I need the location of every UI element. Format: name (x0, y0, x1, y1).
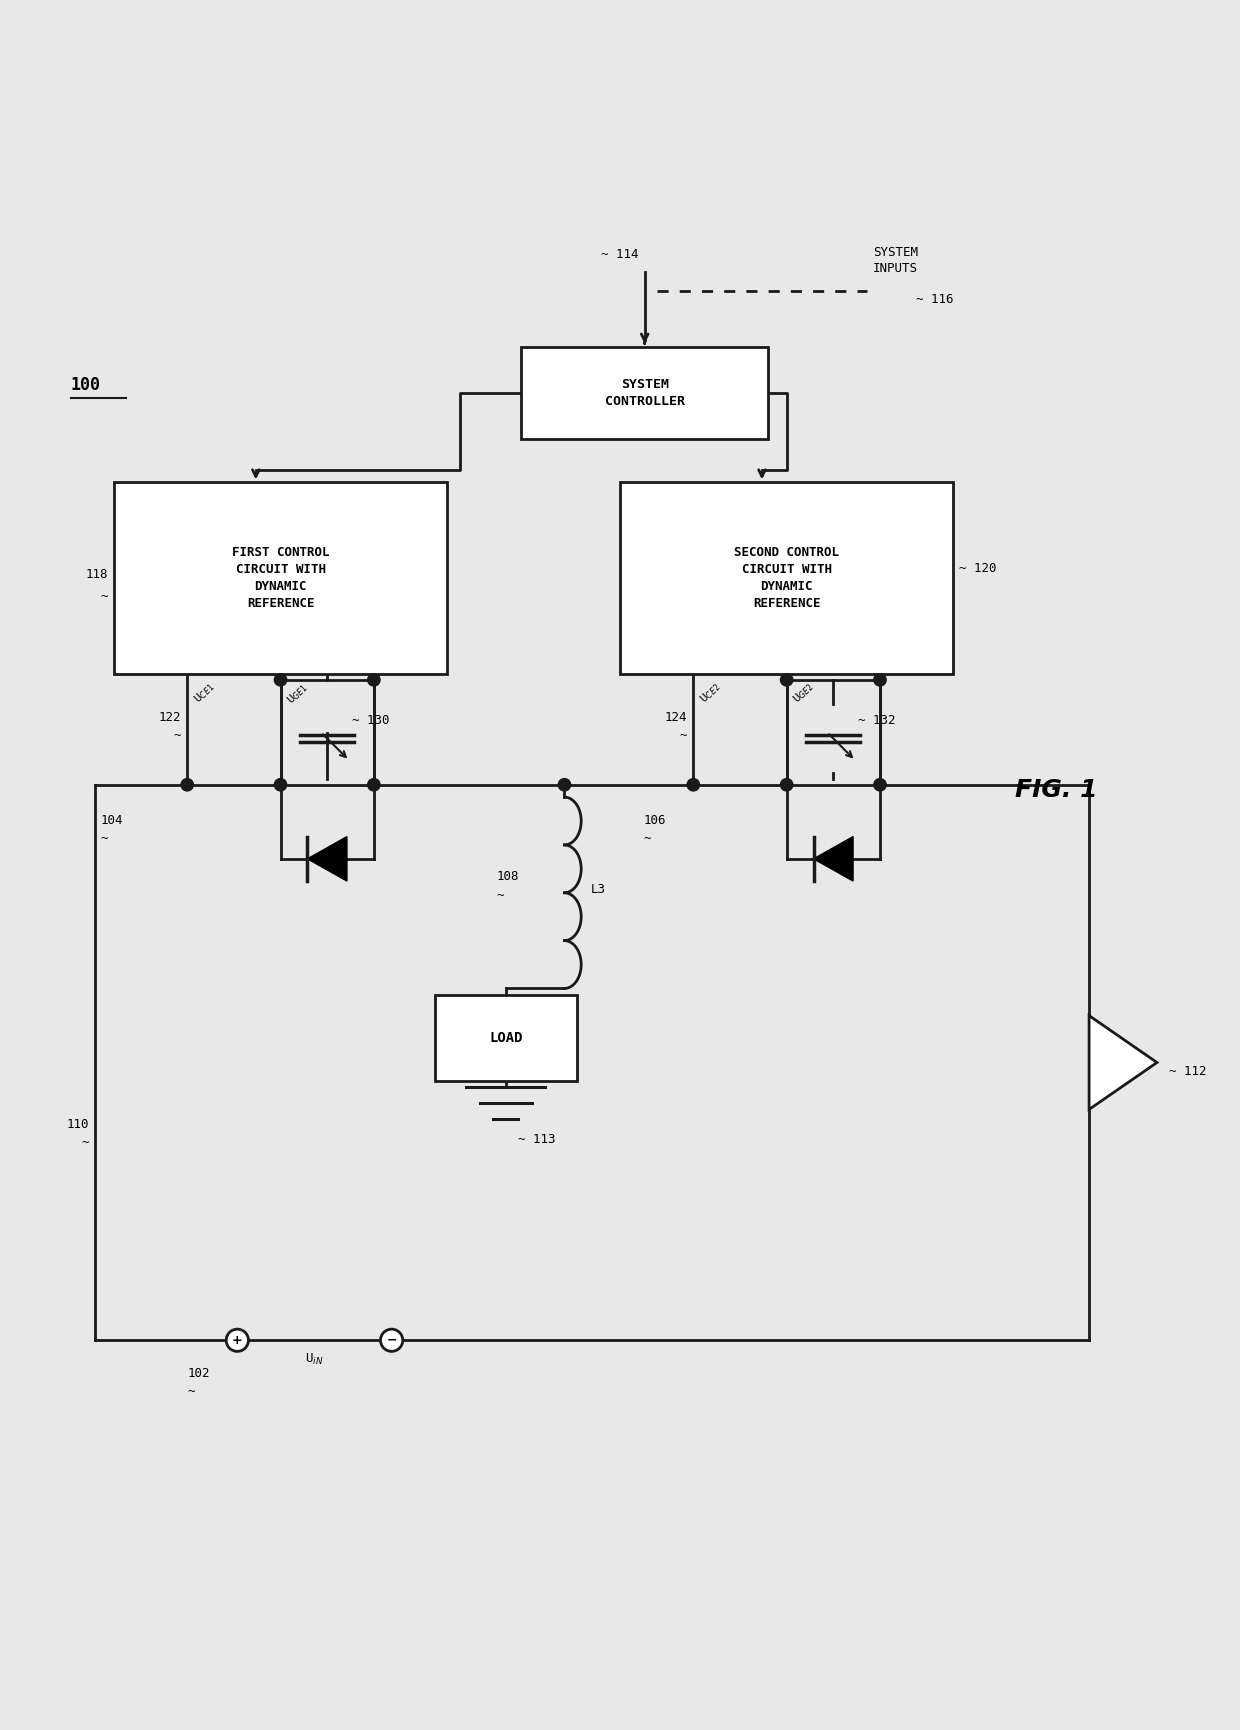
Text: U$_{GE1}$: U$_{GE1}$ (284, 680, 311, 706)
Polygon shape (308, 837, 347, 881)
Bar (114, 483, 448, 673)
Text: ~ 132: ~ 132 (858, 714, 895, 727)
Text: L3: L3 (591, 882, 606, 896)
Text: 106: 106 (644, 815, 666, 827)
Text: +: + (232, 1334, 243, 1346)
Text: ~: ~ (644, 832, 651, 844)
Circle shape (226, 1329, 248, 1351)
Text: ~ 112: ~ 112 (1169, 1066, 1207, 1078)
Text: FIRST CONTROL
CIRCUIT WITH
DYNAMIC
REFERENCE: FIRST CONTROL CIRCUIT WITH DYNAMIC REFER… (232, 547, 330, 611)
Bar (435, 995, 577, 1081)
Circle shape (874, 673, 887, 687)
Text: 108: 108 (496, 870, 520, 884)
Bar (521, 346, 768, 439)
Text: U$_{GE2}$: U$_{GE2}$ (790, 680, 817, 706)
Circle shape (274, 778, 286, 791)
Text: ~ 114: ~ 114 (601, 247, 639, 261)
Circle shape (780, 673, 792, 687)
Text: ~ 113: ~ 113 (518, 1133, 556, 1145)
Text: 110: 110 (67, 1118, 89, 1131)
Text: 104: 104 (100, 815, 123, 827)
Text: ~: ~ (496, 889, 503, 901)
Text: 122: 122 (159, 711, 181, 723)
Text: 118: 118 (86, 567, 108, 581)
Text: ~: ~ (680, 728, 687, 742)
Circle shape (687, 778, 699, 791)
Circle shape (874, 778, 887, 791)
Text: FIG. 1: FIG. 1 (1016, 778, 1097, 803)
Circle shape (381, 1329, 403, 1351)
Text: SYSTEM
INPUTS: SYSTEM INPUTS (873, 246, 918, 275)
Bar (620, 483, 954, 673)
Circle shape (780, 778, 792, 791)
Polygon shape (1089, 1016, 1157, 1109)
Text: ~: ~ (82, 1137, 89, 1149)
Text: SECOND CONTROL
CIRCUIT WITH
DYNAMIC
REFERENCE: SECOND CONTROL CIRCUIT WITH DYNAMIC REFE… (734, 547, 839, 611)
Text: 124: 124 (665, 711, 687, 723)
Text: LOAD: LOAD (489, 1031, 522, 1045)
Text: ~: ~ (174, 728, 181, 742)
Text: U$_{iN}$: U$_{iN}$ (305, 1351, 324, 1367)
Text: 102: 102 (188, 1367, 211, 1381)
Text: ~: ~ (100, 590, 108, 604)
Text: 100: 100 (71, 375, 100, 394)
Polygon shape (813, 837, 853, 881)
Circle shape (368, 673, 379, 687)
Text: ~ 130: ~ 130 (352, 714, 389, 727)
Text: SYSTEM
CONTROLLER: SYSTEM CONTROLLER (605, 377, 684, 408)
Text: ~: ~ (100, 832, 108, 844)
Text: ~ 116: ~ 116 (916, 294, 954, 306)
Circle shape (368, 778, 379, 791)
Text: −: − (387, 1334, 397, 1346)
Circle shape (274, 673, 286, 687)
Text: ~: ~ (188, 1384, 196, 1398)
Circle shape (558, 778, 570, 791)
Text: U$_{CE2}$: U$_{CE2}$ (697, 680, 723, 706)
Text: U$_{CE1}$: U$_{CE1}$ (191, 680, 217, 706)
Text: ~ 120: ~ 120 (960, 562, 997, 574)
Circle shape (181, 778, 193, 791)
